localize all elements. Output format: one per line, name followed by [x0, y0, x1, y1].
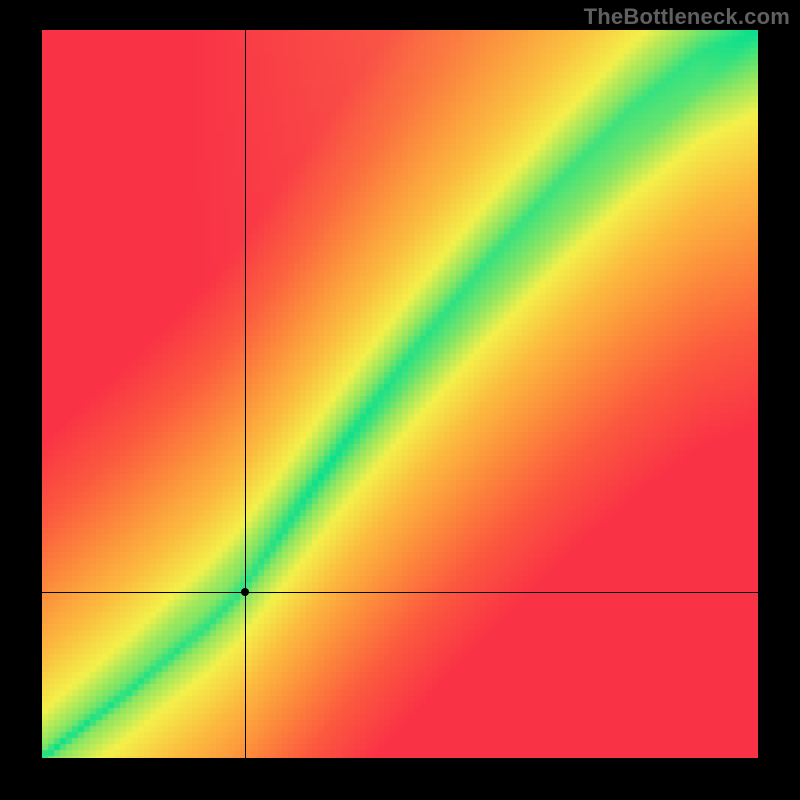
heatmap-canvas: [42, 30, 758, 758]
plot-area: [42, 30, 758, 758]
watermark-text: TheBottleneck.com: [584, 4, 790, 30]
crosshair-vertical: [245, 30, 246, 758]
crosshair-horizontal: [42, 592, 758, 593]
crosshair-marker: [241, 588, 249, 596]
chart-frame: TheBottleneck.com: [0, 0, 800, 800]
